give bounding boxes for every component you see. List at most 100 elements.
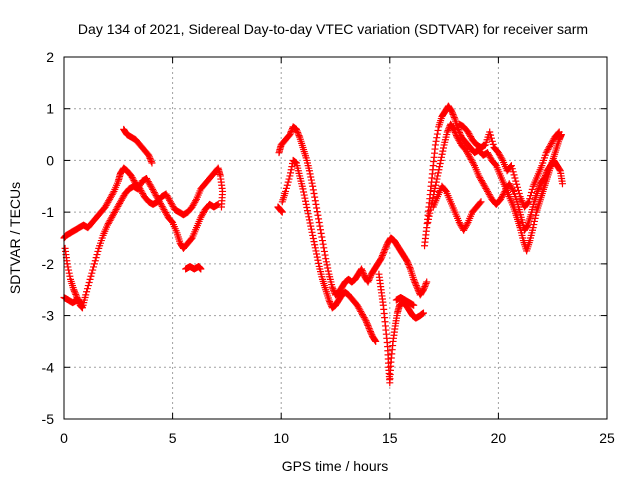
data-point — [314, 256, 322, 264]
data-point — [431, 184, 439, 192]
data-point — [292, 125, 300, 133]
data-point — [382, 244, 390, 252]
data-point — [315, 259, 323, 267]
data-point — [312, 247, 320, 255]
data-point — [365, 276, 373, 284]
y-tick-label: -5 — [42, 411, 55, 427]
data-point — [528, 185, 536, 193]
y-tick-label: 2 — [46, 49, 54, 65]
data-point — [436, 160, 444, 168]
data-point — [365, 325, 373, 332]
chart-title: Day 134 of 2021, Sidereal Day-to-day VTE… — [78, 21, 588, 37]
data-point — [214, 200, 222, 208]
y-tick-label: 0 — [46, 152, 54, 168]
y-tick-label: -3 — [42, 308, 55, 324]
data-point — [448, 109, 456, 117]
data-point — [286, 172, 294, 180]
data-point — [452, 132, 460, 140]
data-point — [450, 125, 458, 133]
data-point — [433, 134, 441, 142]
data-point — [72, 290, 80, 298]
plot-frame — [63, 56, 608, 420]
data-point — [317, 229, 325, 237]
data-point — [377, 255, 385, 263]
y-tick-label: -4 — [42, 359, 55, 375]
data-point — [283, 181, 291, 189]
data-point — [358, 265, 366, 273]
data-point — [307, 176, 315, 184]
data-point — [515, 190, 523, 198]
x-tick-label: 15 — [382, 430, 398, 446]
data-point — [524, 199, 532, 207]
data-point — [450, 112, 458, 120]
data-point — [534, 186, 542, 194]
data-point — [310, 190, 318, 198]
data-point — [433, 175, 441, 183]
data-point — [437, 153, 445, 161]
y-axis-label: SDTVAR / TECUs — [7, 182, 23, 294]
data-point — [451, 127, 459, 135]
data-point — [380, 248, 388, 256]
data-point — [451, 129, 459, 137]
data-point — [430, 187, 438, 195]
data-point — [380, 247, 388, 255]
data-point — [360, 270, 368, 278]
x-tick-label: 25 — [599, 430, 615, 446]
data-point — [310, 238, 318, 246]
data-point — [318, 237, 326, 245]
data-point — [302, 200, 310, 208]
data-point — [287, 169, 295, 177]
data-point — [419, 286, 427, 294]
data-point — [315, 218, 323, 226]
data-point — [404, 259, 412, 267]
data-point — [286, 131, 294, 139]
data-point — [307, 225, 315, 233]
data-point — [476, 199, 484, 207]
data-point — [507, 162, 515, 170]
data-point — [324, 267, 332, 275]
data-point — [92, 254, 100, 262]
data-point — [85, 278, 93, 286]
data-point — [71, 289, 79, 297]
data-point — [424, 215, 432, 223]
data-point — [420, 284, 428, 292]
data-point — [434, 169, 442, 177]
data-point — [367, 329, 375, 337]
data-point — [322, 258, 330, 266]
data-point — [359, 268, 367, 276]
data-point — [192, 197, 200, 205]
data-point — [295, 132, 303, 140]
data-point — [90, 263, 98, 271]
data-point — [513, 180, 521, 188]
data-point — [294, 130, 302, 138]
data-point — [309, 235, 317, 243]
data-point — [307, 222, 315, 230]
data-point — [317, 226, 325, 234]
data-point — [555, 128, 563, 136]
data-point — [527, 192, 535, 200]
data-point — [412, 282, 420, 290]
data-point — [320, 247, 328, 255]
data-point — [278, 208, 286, 216]
data-point — [410, 275, 418, 283]
data-point — [425, 212, 433, 220]
data-point — [365, 275, 373, 283]
data-point — [282, 184, 290, 192]
data-point — [70, 287, 78, 295]
data-point — [439, 144, 447, 152]
data-point — [450, 114, 458, 122]
data-point — [287, 129, 295, 137]
data-point — [488, 137, 496, 145]
data-point — [311, 197, 319, 205]
data-point — [487, 131, 495, 139]
data-point — [330, 286, 338, 294]
data-point — [324, 264, 332, 272]
data-point — [299, 185, 307, 193]
data-point — [303, 203, 311, 211]
data-point — [410, 277, 418, 285]
data-point — [511, 174, 519, 182]
data-point — [366, 328, 374, 336]
data-point — [313, 208, 321, 216]
data-point — [431, 141, 439, 149]
data-point — [433, 130, 441, 138]
